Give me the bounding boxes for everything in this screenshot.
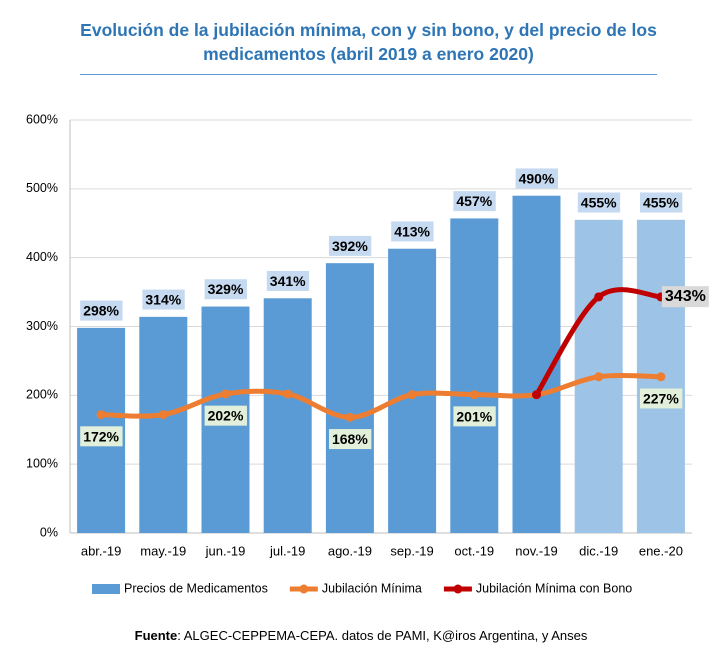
data-label: 227% [643, 390, 679, 406]
legend-marker [453, 584, 463, 594]
data-label-box [515, 168, 558, 189]
legend-label: Jubilación Mínima con Bono [476, 581, 632, 595]
line-marker [469, 390, 479, 400]
bar [450, 218, 499, 533]
data-label-box [328, 429, 372, 450]
legend-marker [299, 584, 309, 594]
source-label: Fuente [134, 628, 178, 643]
x-tick-label: jul.-19 [269, 543, 305, 558]
x-tick-label: ene.-20 [639, 543, 683, 558]
data-label-box [142, 289, 185, 310]
line-marker [594, 372, 604, 382]
y-tick-label: 200% [26, 388, 58, 402]
data-label-box [204, 405, 247, 426]
line-marker [283, 389, 293, 399]
source: Fuente: ALGEC-CEPPEMA-CEPA. datos de PAM… [0, 628, 722, 643]
line [98, 372, 664, 420]
y-tick-label: 500% [26, 181, 58, 195]
chart-title: Evolución de la jubilación mínima, con y… [80, 20, 657, 64]
data-label-box [80, 300, 123, 321]
bar [139, 316, 188, 533]
legend-label: Precios de Medicamentos [124, 581, 268, 595]
x-tick-label: abr.-19 [81, 543, 121, 558]
x-tick-label: oct.-19 [454, 543, 494, 558]
bar [263, 298, 312, 533]
data-label: 329% [208, 281, 244, 297]
data-label: 168% [332, 431, 368, 447]
x-tick-label: jun.-19 [205, 543, 246, 558]
data-label-box [391, 221, 434, 242]
bar [325, 263, 374, 533]
line-marker [407, 390, 417, 400]
source-text: : ALGEC-CEPPEMA-CEPA. datos de PAMI, K@i… [177, 628, 588, 643]
line-marker [96, 410, 106, 420]
data-label-box [661, 286, 709, 308]
line-marker [221, 389, 230, 399]
line-marker [594, 292, 604, 302]
data-label-box [639, 192, 683, 213]
x-tick-label: dic.-19 [579, 543, 618, 558]
data-label-box [453, 406, 496, 427]
title-rule [80, 74, 657, 75]
data-label: 202% [208, 408, 244, 424]
legend-swatch [92, 584, 120, 594]
y-tick-label: 400% [26, 250, 58, 264]
data-label-box [639, 388, 683, 409]
data-label-box [204, 279, 247, 300]
y-tick-label: 600% [26, 112, 58, 126]
line-marker [656, 372, 666, 382]
y-tick-label: 0% [40, 525, 58, 539]
x-tick-label: sep.-19 [390, 543, 433, 558]
data-label: 172% [83, 428, 119, 444]
data-label: 413% [394, 223, 430, 239]
x-tick-label: may.-19 [140, 543, 186, 558]
legend-label: Jubilación Mínima [322, 581, 422, 595]
data-label: 201% [456, 408, 492, 424]
data-label: 457% [456, 193, 492, 209]
line-marker [158, 410, 168, 420]
data-label-box [577, 192, 621, 213]
x-tick-label: nov.-19 [515, 543, 557, 558]
line-marker [532, 390, 541, 400]
y-tick-label: 100% [26, 456, 58, 470]
data-label: 341% [270, 273, 306, 289]
data-label-box [328, 235, 372, 256]
x-tick-label: ago.-19 [328, 543, 372, 558]
line-marker [345, 412, 355, 422]
data-label-box [80, 426, 123, 447]
data-label-box [266, 270, 310, 291]
data-label-box [453, 191, 496, 212]
y-tick-label: 300% [26, 319, 58, 333]
data-label: 314% [145, 292, 181, 308]
data-label: 490% [519, 170, 555, 186]
data-label: 298% [83, 303, 119, 319]
data-label: 455% [581, 195, 617, 211]
data-label: 392% [332, 238, 368, 254]
data-label: 455% [643, 195, 679, 211]
data-label: 343% [665, 288, 706, 305]
